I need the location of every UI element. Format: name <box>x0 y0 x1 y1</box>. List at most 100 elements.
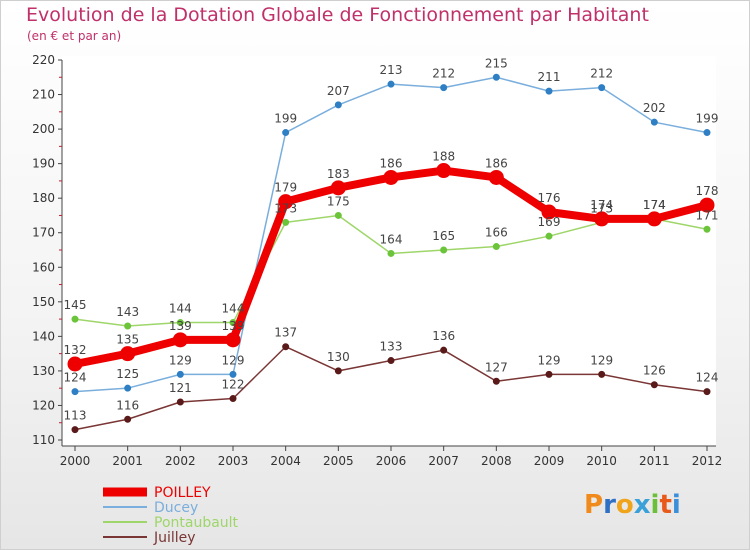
data-label-pontaubault: 144 <box>222 302 245 316</box>
data-label-juilley: 126 <box>643 364 666 378</box>
legend-label-ducey: Ducey <box>154 500 198 516</box>
data-label-ducey: 202 <box>643 101 666 115</box>
logo-letter: t <box>659 490 672 520</box>
y-tick-label: 130 <box>32 364 55 378</box>
point-pontaubault-2008 <box>492 243 500 251</box>
data-label-ducey: 212 <box>432 67 455 81</box>
point-poilley-2002 <box>172 332 188 348</box>
x-tick-label: 2002 <box>165 454 196 468</box>
point-ducey-2003 <box>229 370 237 378</box>
y-tick-label: 150 <box>32 295 55 309</box>
data-label-juilley: 122 <box>222 378 245 392</box>
y-tick-label: 160 <box>32 260 55 274</box>
y-tick-label: 110 <box>32 433 55 447</box>
x-tick-label: 2010 <box>586 454 617 468</box>
y-tick-label: 210 <box>32 88 55 102</box>
data-label-pontaubault: 145 <box>64 298 87 312</box>
point-ducey-2008 <box>492 73 500 81</box>
data-label-poilley: 186 <box>380 156 403 170</box>
data-label-juilley: 127 <box>485 360 508 374</box>
data-label-poilley: 139 <box>222 319 245 333</box>
point-pontaubault-2009 <box>545 232 553 240</box>
data-label-poilley: 188 <box>432 150 455 164</box>
data-label-pontaubault: 143 <box>116 305 139 319</box>
logo-letter: r <box>603 490 616 520</box>
point-juilley-2011 <box>650 381 658 389</box>
data-label-pontaubault: 173 <box>590 201 613 215</box>
data-label-poilley: 179 <box>274 181 297 195</box>
data-label-poilley: 176 <box>538 191 561 205</box>
y-tick-label: 190 <box>32 157 55 171</box>
data-label-poilley: 174 <box>590 198 613 212</box>
x-tick-label: 2005 <box>323 454 354 468</box>
point-poilley-2005 <box>330 180 346 196</box>
data-label-juilley: 137 <box>274 326 297 340</box>
y-tick-label: 170 <box>32 226 55 240</box>
x-tick-label: 2004 <box>270 454 301 468</box>
legend-label-juilley: Juilley <box>153 530 196 546</box>
y-tick-label: 180 <box>32 191 55 205</box>
point-poilley-2012 <box>699 197 715 213</box>
data-label-pontaubault: 164 <box>380 232 403 246</box>
chart-subtitle: (en € et par an) <box>27 29 122 43</box>
point-ducey-2012 <box>703 129 711 137</box>
legend-label-pontaubault: Pontaubault <box>154 515 239 531</box>
point-juilley-2004 <box>282 343 290 351</box>
point-pontaubault-2001 <box>124 322 132 330</box>
point-ducey-2000 <box>71 388 79 396</box>
point-pontaubault-2007 <box>440 246 448 254</box>
x-tick-label: 2011 <box>639 454 670 468</box>
point-juilley-2012 <box>703 388 711 396</box>
point-juilley-2002 <box>176 398 184 406</box>
x-tick-label: 2003 <box>218 454 249 468</box>
data-label-poilley: 132 <box>64 343 87 357</box>
data-label-juilley: 113 <box>64 409 87 423</box>
data-label-ducey: 129 <box>222 353 245 367</box>
data-label-ducey: 129 <box>169 353 192 367</box>
logo-letter: x <box>633 490 651 520</box>
x-tick-label: 2001 <box>112 454 143 468</box>
point-pontaubault-2005 <box>334 211 342 219</box>
point-juilley-2006 <box>387 357 395 365</box>
logo-letter: o <box>615 490 634 520</box>
point-pontaubault-2002 <box>176 319 184 327</box>
point-pontaubault-2004 <box>282 218 290 226</box>
point-juilley-2008 <box>492 377 500 385</box>
data-label-juilley: 133 <box>380 340 403 354</box>
data-label-juilley: 121 <box>169 381 192 395</box>
point-poilley-2000 <box>67 356 83 372</box>
point-poilley-2004 <box>278 194 294 210</box>
data-label-pontaubault: 165 <box>432 229 455 243</box>
point-poilley-2011 <box>646 211 662 227</box>
x-tick-label: 2006 <box>376 454 407 468</box>
point-pontaubault-2000 <box>71 315 79 323</box>
proxiti-logo: Proxiti <box>584 490 681 520</box>
point-poilley-2008 <box>488 169 504 185</box>
y-tick-label: 120 <box>32 398 55 412</box>
data-label-ducey: 211 <box>538 70 561 84</box>
point-ducey-2002 <box>176 370 184 378</box>
x-tick-label: 2007 <box>428 454 459 468</box>
point-poilley-2010 <box>594 211 610 227</box>
data-label-juilley: 129 <box>538 353 561 367</box>
data-label-juilley: 136 <box>432 329 455 343</box>
data-label-poilley: 174 <box>643 198 666 212</box>
point-poilley-2009 <box>541 204 557 220</box>
point-juilley-2005 <box>334 367 342 375</box>
point-poilley-2001 <box>120 346 136 362</box>
point-ducey-2009 <box>545 87 553 95</box>
data-label-ducey: 199 <box>274 112 297 126</box>
data-label-poilley: 178 <box>696 184 719 198</box>
logo-letter: P <box>584 490 604 520</box>
point-juilley-2010 <box>598 370 606 378</box>
data-label-pontaubault: 166 <box>485 226 508 240</box>
legend-label-poilley: POILLEY <box>154 485 211 501</box>
data-label-poilley: 186 <box>485 156 508 170</box>
point-ducey-2010 <box>598 84 606 92</box>
data-label-poilley: 183 <box>327 167 350 181</box>
point-juilley-2003 <box>229 395 237 403</box>
data-label-pontaubault: 174 <box>643 198 666 212</box>
point-pontaubault-2012 <box>703 225 711 233</box>
data-label-ducey: 213 <box>380 63 403 77</box>
data-label-ducey: 215 <box>485 56 508 70</box>
